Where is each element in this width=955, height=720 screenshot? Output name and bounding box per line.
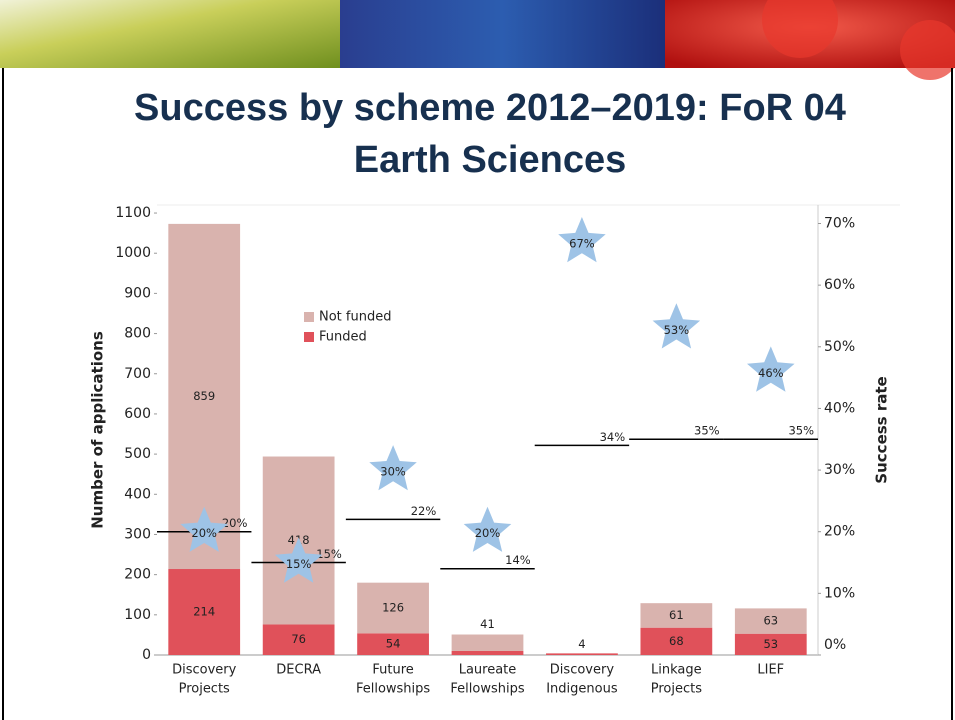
legend-swatch xyxy=(304,312,314,322)
title-line: Success by scheme 2012–2019: FoR 04 xyxy=(134,87,846,129)
reference-label: 20% xyxy=(222,516,248,530)
y2-tick-label: 70% xyxy=(824,215,855,231)
banner-water xyxy=(340,0,665,68)
x-tick-label: Indigenous xyxy=(546,682,618,697)
y-axis-title: Number of applications xyxy=(89,331,107,529)
value-label: 214 xyxy=(193,605,215,619)
value-label: 53 xyxy=(763,637,778,651)
star-label: 46% xyxy=(758,366,784,380)
star-label: 30% xyxy=(380,465,406,479)
reference-label: 35% xyxy=(788,424,814,438)
y-tick-label: 0 xyxy=(142,647,151,663)
x-tick-label: Projects xyxy=(179,682,230,697)
value-label: 41 xyxy=(480,617,495,631)
value-label: 76 xyxy=(291,632,306,646)
y-tick-label: 700 xyxy=(124,366,151,382)
reference-label: 22% xyxy=(411,504,437,518)
x-tick-label: Discovery xyxy=(550,663,615,678)
reference-label: 34% xyxy=(600,430,626,444)
y-tick-label: 1100 xyxy=(115,205,151,221)
x-tick-label: Laureate xyxy=(459,663,517,678)
reference-label: 35% xyxy=(694,424,720,438)
y-tick-label: 200 xyxy=(124,567,151,583)
value-label: 4 xyxy=(578,637,585,651)
reference-label: 15% xyxy=(316,547,342,561)
y-tick-label: 100 xyxy=(124,607,151,623)
y2-tick-label: 20% xyxy=(824,524,855,540)
x-tick-label: Linkage xyxy=(651,663,702,678)
title-line: Earth Sciences xyxy=(354,139,626,181)
slide: Success by scheme 2012–2019: FoR 04 Eart… xyxy=(0,0,955,720)
y2-tick-label: 50% xyxy=(824,339,855,355)
y-tick-label: 500 xyxy=(124,446,151,462)
bar-segment xyxy=(452,651,524,655)
value-label: 61 xyxy=(669,608,684,622)
value-label: 54 xyxy=(386,637,401,651)
y-tick-label: 1000 xyxy=(115,245,151,261)
banner xyxy=(0,0,955,80)
y-tick-label: 800 xyxy=(124,326,151,342)
x-tick-label: Fellowships xyxy=(450,682,524,697)
y-tick-label: 600 xyxy=(124,406,151,422)
y2-tick-label: 30% xyxy=(824,462,855,478)
y2-axis-title: Success rate xyxy=(873,376,891,483)
y-tick-label: 300 xyxy=(124,526,151,542)
x-tick-label: Future xyxy=(372,663,413,678)
legend-label: Not funded xyxy=(319,310,391,325)
legend-swatch xyxy=(304,332,314,342)
bar-segment xyxy=(452,635,524,651)
star-label: 20% xyxy=(475,526,501,540)
star-label: 53% xyxy=(664,323,690,337)
value-label: 63 xyxy=(763,614,778,628)
x-tick-label: Projects xyxy=(651,682,702,697)
x-tick-label: DECRA xyxy=(276,663,321,678)
x-tick-label: LIEF xyxy=(757,663,784,678)
y-tick-label: 400 xyxy=(124,486,151,502)
y2-tick-label: 40% xyxy=(824,400,855,416)
x-tick-label: Fellowships xyxy=(356,682,430,697)
y2-tick-label: 10% xyxy=(824,585,855,601)
value-label: 126 xyxy=(382,600,404,614)
y-tick-label: 900 xyxy=(124,285,151,301)
x-tick-label: Discovery xyxy=(172,663,237,678)
value-label: 859 xyxy=(193,389,215,403)
banner-leaf xyxy=(0,0,340,68)
reference-label: 14% xyxy=(505,553,531,567)
star-label: 15% xyxy=(286,557,312,571)
y2-tick-label: 0% xyxy=(824,637,846,653)
bar-segment xyxy=(546,653,618,655)
y2-tick-label: 60% xyxy=(824,277,855,293)
star-label: 20% xyxy=(191,526,217,540)
legend-label: Funded xyxy=(319,330,367,345)
value-label: 68 xyxy=(669,634,684,648)
star-label: 67% xyxy=(569,236,595,250)
